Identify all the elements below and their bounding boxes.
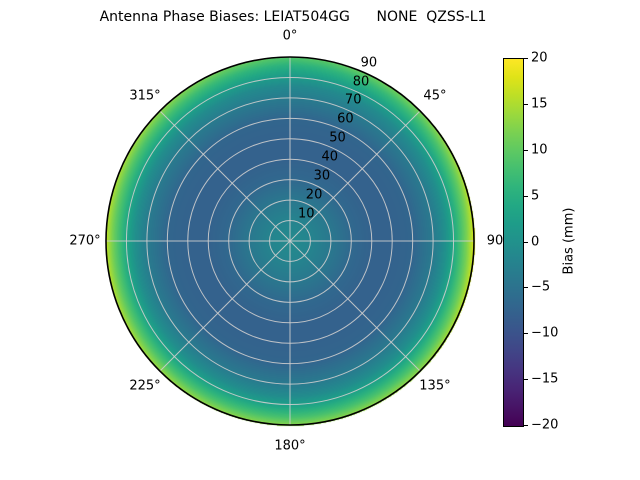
theta-tick-label: 225° <box>129 378 161 394</box>
colorbar-tick-mark <box>523 196 528 197</box>
theta-tick-label: 135° <box>419 378 451 394</box>
colorbar-tick-mark <box>523 242 528 243</box>
colorbar-tick-mark <box>523 287 528 288</box>
theta-tick-label: 270° <box>69 233 101 249</box>
radial-tick-label: 10 <box>297 206 315 222</box>
colorbar-tick-label: 5 <box>531 188 540 204</box>
colorbar-tick-label: −15 <box>531 371 559 387</box>
colorbar-axis-label: Bias (mm) <box>561 207 577 275</box>
theta-tick-label: 180° <box>274 438 306 454</box>
colorbar-tick-label: 15 <box>531 96 548 112</box>
radial-tick-label: 80 <box>352 74 370 90</box>
colorbar-tick-mark <box>523 104 528 105</box>
colorbar-tick-mark <box>523 379 528 380</box>
theta-tick-label: 315° <box>129 88 161 104</box>
colorbar-tick-label: −5 <box>531 279 551 295</box>
theta-gridline <box>289 240 421 372</box>
radial-tick-label: 50 <box>329 130 346 146</box>
radial-tick-label: 90 <box>360 55 378 71</box>
colorbar-tick-label: −20 <box>531 417 559 433</box>
theta-tick-label: 90 <box>486 233 504 249</box>
colorbar <box>503 58 524 427</box>
colorbar-tick-label: 20 <box>531 50 548 66</box>
chart-title: Antenna Phase Biases: LEIAT504GG NONE QZ… <box>99 9 487 25</box>
colorbar-tick-mark <box>523 425 528 426</box>
theta-tick-label: 45° <box>423 88 447 104</box>
polar-outline <box>105 56 475 426</box>
theta-gridline <box>159 110 291 242</box>
colorbar-tick-mark <box>523 333 528 334</box>
radial-tick-label: 70 <box>344 92 362 108</box>
colorbar-tick-mark <box>523 58 528 59</box>
theta-gridline <box>289 110 421 242</box>
colorbar-tick-mark <box>523 150 528 151</box>
radial-tick-label: 60 <box>337 111 354 127</box>
theta-gridline <box>159 240 291 372</box>
theta-tick-label: 0° <box>282 28 298 44</box>
colorbar-tick-label: 10 <box>531 142 548 158</box>
colorbar-tick-label: 0 <box>531 234 540 249</box>
radial-tick-label: 40 <box>321 149 339 165</box>
radial-tick-label: 30 <box>313 168 331 184</box>
radial-tick-label: 20 <box>305 187 323 203</box>
colorbar-tick-label: −10 <box>531 325 559 341</box>
